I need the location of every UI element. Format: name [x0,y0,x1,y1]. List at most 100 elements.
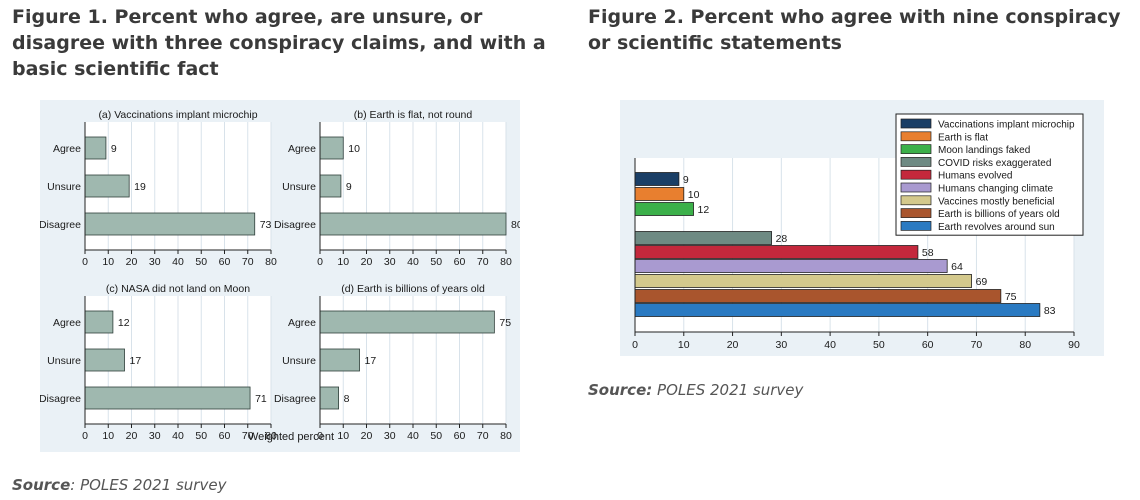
figure2-legend-label: COVID risks exaggerated [938,158,1051,169]
panel-c-bar-value-label: 71 [255,393,267,405]
panel-c-x-tick-label: 80 [265,430,277,442]
panel-c-x-tick-label: 10 [102,430,114,442]
figure2-bar-value-label: 12 [698,204,710,216]
figure2-bar-value-label: 64 [951,261,963,273]
panel-a-x-tick-label: 20 [126,256,138,268]
panel-d-x-tick-label: 50 [430,430,442,442]
figure2-chart: 9 10 12 28 58 64 69 75 83 0 10 20 30 40 50 60 70 80 90 Vacc… [620,100,1104,356]
figure2-bar-value-label: 28 [776,233,788,245]
figure2-legend-swatch [900,169,932,180]
panel-c-x-tick-label: 20 [126,430,138,442]
figure2-bar [634,245,919,259]
panel-a-bar [84,174,130,198]
figure2-x-tick-label: 50 [873,339,885,351]
panel-a-x-tick-label: 40 [172,256,184,268]
panel-c-x-tick-label: 60 [219,430,231,442]
figure2-x-tick-label: 60 [922,339,934,351]
panel-c-category-label: Unsure [47,355,81,367]
figure2-bar-value-label: 83 [1044,305,1056,317]
panel-b-x-tick-label: 50 [430,256,442,268]
figure2-bar [634,172,680,186]
panel-a-x-tick-label: 60 [219,256,231,268]
panel-b-x-tick-label: 20 [361,256,373,268]
panel-c-x-tick-label: 0 [82,430,88,442]
panel-d-x-tick-label: 30 [384,430,396,442]
panel-a-x-tick-label: 10 [102,256,114,268]
figure2-bar [634,289,1002,303]
panel-b-bar-value-label: 9 [346,181,352,193]
panel-d-bar [319,348,360,372]
panel-a-category-label: Agree [53,143,81,155]
panel-b-bar [319,136,344,160]
panel-b-bar-value-label: 80 [511,219,520,231]
panel-c-bar-value-label: 12 [118,317,130,329]
panel-c-bar [84,386,251,410]
panel-a-bar [84,212,256,236]
figure2-bar-value-label: 9 [683,174,689,186]
panel-a-x-tick-label: 50 [195,256,207,268]
panel-d-bar-value-label: 17 [365,355,377,367]
figure2-source-text: POLES 2021 survey [652,381,804,399]
panel-d-category-label: Agree [288,317,316,329]
figure2-title: Figure 2. Percent who agree with nine co… [588,6,1121,54]
figure2-x-tick-label: 80 [1019,339,1031,351]
figure2-legend-swatch [900,182,932,193]
panel-b-title: (b) Earth is flat, not round [354,109,473,121]
figure2-bar [634,187,685,201]
figure2-bar-value-label: 75 [1005,291,1017,303]
panel-a-category-label: Unsure [47,181,81,193]
panel-d-x-tick-label: 40 [407,430,419,442]
figure2-legend-label: Vaccinations implant microchip [938,120,1075,131]
panel-d-x-tick-label: 0 [317,430,323,442]
figure1-source: Source: POLES 2021 survey [12,476,226,494]
panel-b-category-label: Disagree [274,219,316,231]
figure2-bar [634,303,1041,317]
figure2-bar [634,202,694,216]
figure2-x-tick-label: 10 [678,339,690,351]
panel-d-x-tick-label: 70 [477,430,489,442]
panel-c-x-tick-label: 30 [149,430,161,442]
panel-c-x-tick-label: 50 [195,430,207,442]
figure2-x-tick-label: 0 [632,339,638,351]
panel-d-x-tick-label: 10 [337,430,349,442]
panel-d-x-tick-label: 80 [500,430,512,442]
panel-b-bar [319,174,342,198]
figure2-bar [634,274,972,288]
figure2-legend-swatch [900,157,932,167]
figure2-x-tick-label: 20 [727,339,739,351]
panel-d-category-label: Disagree [274,393,316,405]
panel-a-x-tick-label: 80 [265,256,277,268]
panel-a-x-tick-label: 70 [242,256,254,268]
panel-b-x-tick-label: 10 [337,256,349,268]
panel-d-bar-value-label: 8 [344,393,350,405]
panel-d-category-label: Unsure [282,355,316,367]
figure2-x-tick-label: 30 [775,339,787,351]
panel-a-bar-value-label: 9 [111,143,117,155]
figure2-legend-swatch [900,195,932,206]
figure2-legend-label: Humans evolved [938,171,1012,182]
figure2-legend-label: Humans changing climate [938,184,1053,195]
panel-a-x-tick-label: 30 [149,256,161,268]
figure1-chart: (a) Vaccinations implant microchip Agree 9… [40,100,520,452]
panel-b-bar-value-label: 10 [348,143,360,155]
figure2-legend-swatch [900,118,932,129]
figure2-bar-value-label: 10 [688,189,700,201]
panel-b-x-tick-label: 0 [317,256,323,268]
panel-b-category-label: Unsure [282,181,316,193]
figure2-legend-label: Earth is billions of years old [938,209,1060,220]
panel-c-bar [84,348,125,372]
figure2-bar-value-label: 58 [922,247,934,259]
figure2-source: Source: POLES 2021 survey [588,381,803,399]
panel-d-x-tick-label: 20 [361,430,373,442]
panel-b-x-tick-label: 30 [384,256,396,268]
panel-c-title: (c) NASA did not land on Moon [106,283,250,295]
panel-d-bar-value-label: 75 [499,317,511,329]
panel-b-x-tick-label: 40 [407,256,419,268]
panel-a-bar-value-label: 19 [134,181,146,193]
panel-d-bar [319,386,340,410]
figure2-legend-swatch [900,144,932,154]
figure2-legend-label: Earth is flat [938,132,988,143]
panel-a-x-tick-label: 0 [82,256,88,268]
figure2-x-tick-label: 90 [1068,339,1080,351]
figure2-legend-swatch [900,208,932,218]
